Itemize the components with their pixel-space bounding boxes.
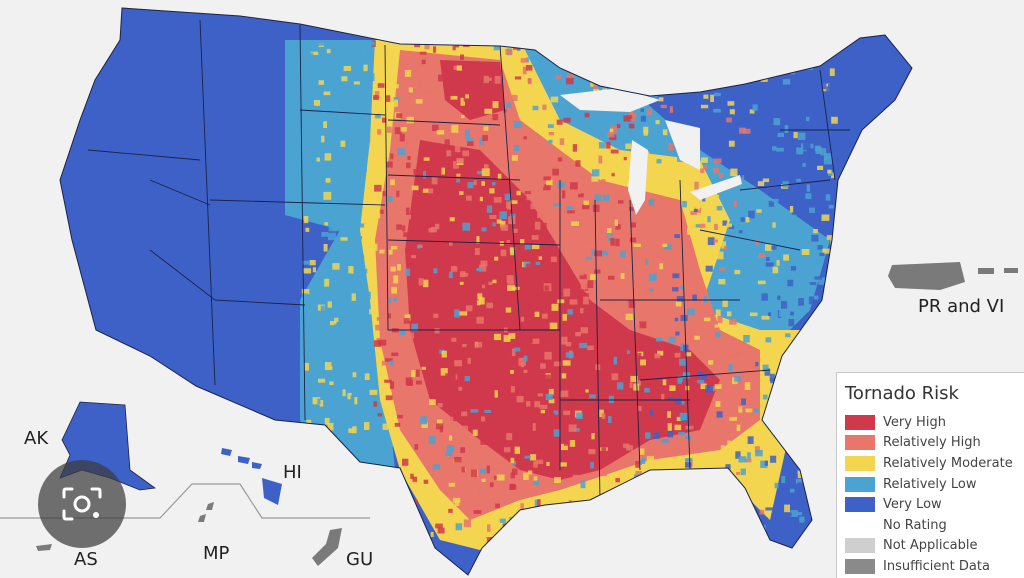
legend-swatch — [845, 497, 875, 513]
label-pr-vi: PR and VI — [918, 296, 1005, 317]
virgin-islands-shape-2 — [1004, 268, 1018, 273]
lake-superior — [560, 88, 660, 112]
legend-label: Insufficient Data — [883, 558, 990, 574]
label-mp: MP — [203, 543, 230, 564]
legend-swatch — [845, 538, 875, 554]
legend-label: Relatively Moderate — [883, 455, 1013, 471]
lake-michigan — [628, 140, 648, 215]
camera-icon — [62, 487, 102, 521]
legend-item: Very High — [845, 412, 1024, 433]
conus-outline — [59, 7, 913, 576]
risk-zone-very-high — [405, 140, 720, 480]
legend-item: Relatively High — [845, 433, 1024, 454]
legend-item: No Rating — [845, 515, 1024, 536]
legend-swatch — [845, 455, 875, 471]
legend-label: Not Applicable — [883, 538, 978, 554]
american-samoa-shape — [36, 544, 52, 551]
legend-swatch — [845, 414, 875, 430]
puerto-rico-shape — [888, 262, 965, 290]
lake-erie — [690, 175, 742, 200]
lake-huron — [665, 120, 700, 170]
state-borders — [87, 19, 850, 501]
label-ak: AK — [24, 428, 49, 449]
label-gu: GU — [346, 549, 374, 570]
risk-zone-very-high-north — [440, 60, 505, 120]
map-legend: Tornado Risk Very High Relatively High Rel… — [836, 372, 1024, 578]
legend-swatch — [845, 517, 875, 533]
legend-item: Very Low — [845, 494, 1024, 515]
legend-swatch — [845, 435, 875, 451]
legend-title: Tornado Risk — [845, 383, 959, 404]
legend-label: No Rating — [883, 517, 947, 533]
legend-item: Relatively Low — [845, 474, 1024, 495]
inset-divider — [0, 483, 370, 519]
legend-label: Relatively Low — [883, 476, 977, 492]
legend-item: Insufficient Data — [845, 556, 1024, 577]
legend-item: Relatively Moderate — [845, 453, 1024, 474]
camera-search-button[interactable] — [38, 460, 126, 548]
virgin-islands-shape — [978, 268, 994, 274]
legend-label: Very High — [883, 414, 946, 430]
legend-swatch — [845, 558, 875, 574]
hawaii-shape — [221, 448, 282, 505]
legend-item: Not Applicable — [845, 536, 1024, 557]
guam-shape — [312, 528, 342, 566]
legend-label: Relatively High — [883, 435, 981, 451]
legend-swatch — [845, 476, 875, 492]
mariana-shape — [198, 502, 214, 522]
label-as: AS — [74, 549, 98, 570]
legend-items: Very High Relatively High Relatively Moder… — [845, 412, 1024, 577]
label-hi: HI — [283, 462, 302, 483]
legend-label: Very Low — [883, 497, 942, 513]
